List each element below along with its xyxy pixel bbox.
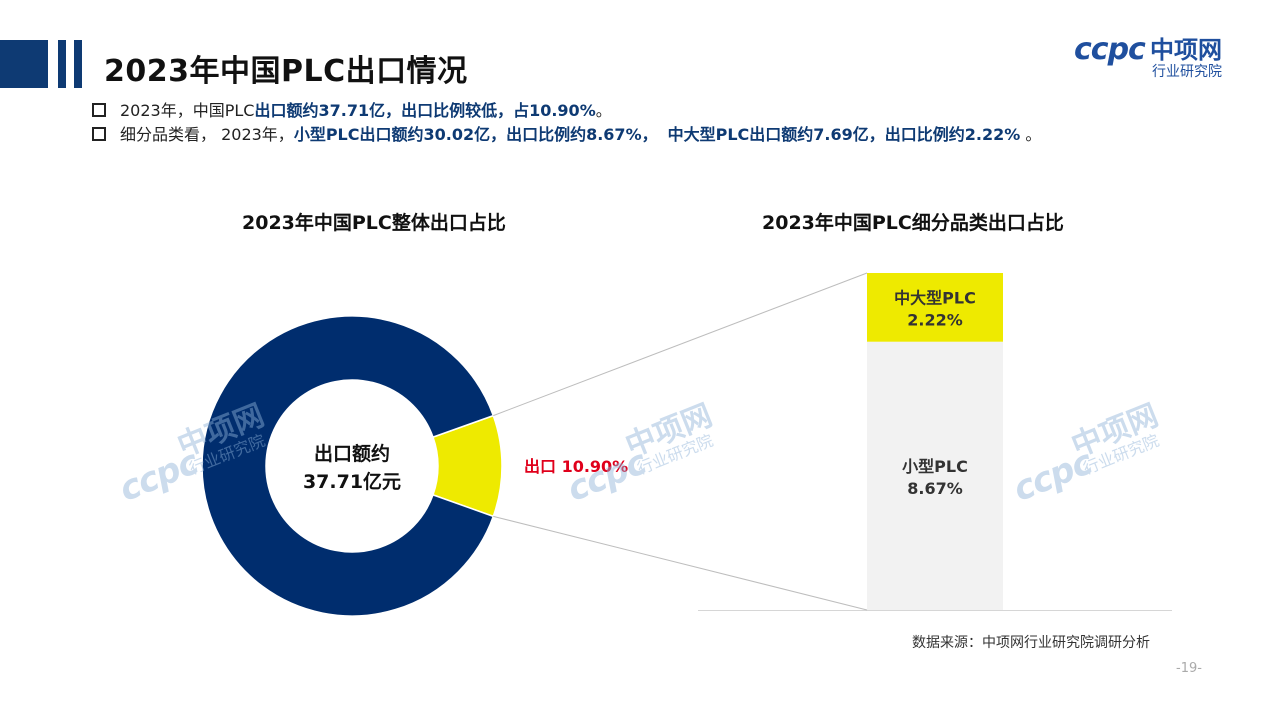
brand-logo: ccpc 中项网 行业研究院: [1074, 30, 1244, 82]
donut-slice: [201, 315, 495, 617]
logo-subtitle: 行业研究院: [1152, 64, 1222, 80]
bullet-tail: 。: [1020, 125, 1042, 144]
bullet-plain: 细分品类看， 2023年，: [120, 125, 294, 144]
header-bar-large: [0, 40, 48, 88]
donut-center-label: 出口额约: [314, 442, 390, 465]
data-source: 数据来源：中项网行业研究院调研分析: [912, 635, 1150, 651]
export-slice-label: 出口 10.90%: [524, 457, 628, 476]
connector-line-bottom: [493, 515, 868, 611]
page-title: 2023年中国PLC出口情况: [104, 54, 468, 89]
bullet-square-icon: [92, 103, 106, 117]
bar-chart-title: 2023年中国PLC细分品类出口占比: [762, 212, 1064, 234]
bar-segment: [867, 273, 1003, 342]
page-number: -19-: [1176, 661, 1202, 676]
summary-bullets: 2023年，中国PLC出口额约37.71亿，出口比例较低，占10.90%。 细分…: [92, 100, 1041, 148]
bar-segment-value: 8.67%: [907, 479, 963, 498]
bullet-plain: 2023年，中国PLC: [120, 101, 255, 120]
connector-line-top: [493, 272, 868, 417]
bar-segment: [867, 341, 1003, 610]
header-bar-thin-1: [58, 40, 66, 88]
bullet-item: 2023年，中国PLC出口额约37.71亿，出口比例较低，占10.90%。: [92, 100, 1041, 124]
bar-segment-name: 中大型PLC: [894, 288, 976, 307]
bullet-tail: 。: [595, 101, 612, 120]
bullet-highlight: 出口额约37.71亿，出口比例较低，占10.90%: [254, 101, 596, 120]
bar-segment-value: 2.22%: [907, 310, 963, 329]
header-bar-thin-2: [74, 40, 82, 88]
donut-center-value: 37.71亿元: [303, 470, 401, 493]
logo-mark: ccpc: [1074, 32, 1146, 67]
bar-segment-name: 小型PLC: [902, 457, 968, 476]
donut-chart-title: 2023年中国PLC整体出口占比: [242, 212, 506, 234]
bullet-item: 细分品类看， 2023年，小型PLC出口额约30.02亿，出口比例约8.67%，…: [92, 124, 1041, 148]
bullet-square-icon: [92, 127, 106, 141]
logo-name: 中项网: [1150, 36, 1222, 64]
bullet-highlight: 小型PLC出口额约30.02亿，出口比例约8.67%，: [293, 125, 658, 144]
bullet-highlight-2: 中大型PLC出口额约7.69亿，出口比例约2.22%: [667, 125, 1021, 144]
